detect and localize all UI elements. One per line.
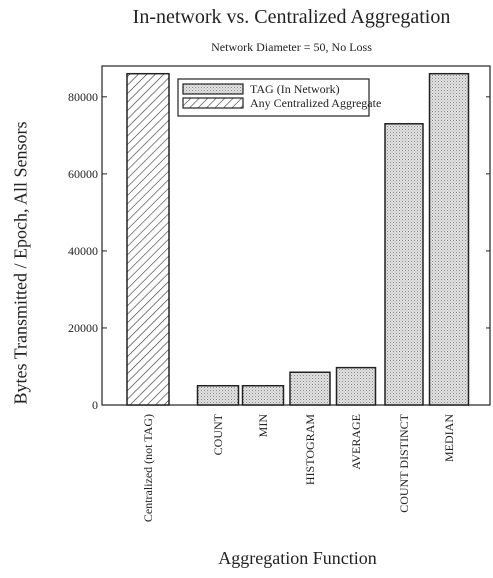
category-label: COUNT: [211, 413, 225, 455]
x-axis-label: Aggregation Function: [218, 548, 377, 568]
category-label: MIN: [256, 414, 270, 438]
bar: [126, 72, 170, 406]
bar: [428, 72, 470, 406]
chart-subtitle: Network Diameter = 50, No Loss: [211, 40, 372, 54]
bar: [196, 384, 240, 406]
chart-title: In-network vs. Centralized Aggregation: [132, 6, 451, 28]
y-tick-label: 60000: [68, 167, 98, 181]
y-tick-label: 80000: [68, 90, 98, 104]
category-label: Centralized (not TAG): [141, 414, 155, 522]
legend-label: TAG (In Network): [250, 82, 340, 96]
plot-area: 0 20000 40000 60000 80000 Centralized (not TA…: [68, 65, 491, 522]
legend-swatch: [182, 83, 244, 95]
bar: [384, 123, 424, 406]
category-label: COUNT DISTINCT: [397, 413, 411, 512]
category-label: AVERAGE: [349, 414, 363, 470]
category-label: HISTOGRAM: [303, 414, 317, 485]
y-tick-label: 20000: [68, 321, 98, 335]
bar: [289, 371, 331, 406]
bar: [241, 384, 285, 406]
y-tick-label: 0: [92, 398, 98, 412]
bar: [335, 366, 377, 406]
legend-swatch: [182, 97, 244, 109]
y-tick-label: 40000: [68, 244, 98, 258]
category-label: MEDIAN: [442, 414, 456, 462]
legend-label: Any Centralized Aggregate: [250, 96, 381, 110]
